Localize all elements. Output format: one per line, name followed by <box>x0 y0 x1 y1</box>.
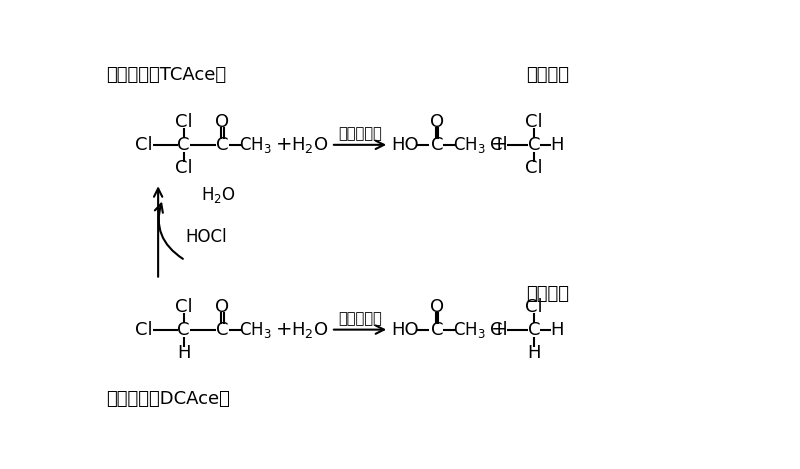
Text: HO: HO <box>390 136 418 154</box>
Text: O: O <box>215 297 230 316</box>
Text: +: + <box>276 136 293 154</box>
Text: O: O <box>430 113 444 131</box>
Text: O: O <box>430 297 444 316</box>
Text: 三氯甲烷: 三氯甲烷 <box>526 66 570 83</box>
Text: 三氯丙酮（TCAce）: 三氯丙酮（TCAce） <box>106 66 226 83</box>
Text: Cl: Cl <box>175 159 193 177</box>
Text: C: C <box>431 136 443 154</box>
Text: C: C <box>528 136 540 154</box>
Text: +: + <box>491 136 507 154</box>
Text: Cl: Cl <box>490 136 508 154</box>
Text: C: C <box>178 136 190 154</box>
Text: C: C <box>178 321 190 339</box>
Text: H: H <box>527 344 541 362</box>
Text: C: C <box>216 136 229 154</box>
Text: H$_2$O: H$_2$O <box>291 135 329 155</box>
Text: CH$_3$: CH$_3$ <box>239 135 272 155</box>
Text: Cl: Cl <box>525 159 543 177</box>
Text: C: C <box>431 321 443 339</box>
Text: +: + <box>491 320 507 339</box>
Text: C: C <box>528 321 540 339</box>
Text: 二氯甲烷: 二氯甲烷 <box>526 285 570 303</box>
Text: O: O <box>215 113 230 131</box>
Text: Cl: Cl <box>490 321 508 339</box>
Text: H$_2$O: H$_2$O <box>291 320 329 340</box>
Text: CH$_3$: CH$_3$ <box>454 135 486 155</box>
Text: Cl: Cl <box>134 321 152 339</box>
Text: 碱催化水解: 碱催化水解 <box>338 127 382 142</box>
Text: H: H <box>550 136 564 154</box>
Text: C: C <box>216 321 229 339</box>
Text: Cl: Cl <box>134 136 152 154</box>
Text: CH$_3$: CH$_3$ <box>454 320 486 340</box>
Text: HOCl: HOCl <box>186 228 227 246</box>
Text: Cl: Cl <box>175 297 193 316</box>
Text: H: H <box>550 321 564 339</box>
Text: HO: HO <box>390 321 418 339</box>
Text: Cl: Cl <box>525 113 543 131</box>
Text: 碱催化水解: 碱催化水解 <box>338 311 382 326</box>
Text: CH$_3$: CH$_3$ <box>239 320 272 340</box>
Text: H: H <box>177 344 190 362</box>
Text: H$_2$O: H$_2$O <box>201 185 235 205</box>
Text: Cl: Cl <box>525 297 543 316</box>
Text: 二氯丙酮（DCAce）: 二氯丙酮（DCAce） <box>106 390 230 408</box>
Text: +: + <box>276 320 293 339</box>
Text: Cl: Cl <box>175 113 193 131</box>
